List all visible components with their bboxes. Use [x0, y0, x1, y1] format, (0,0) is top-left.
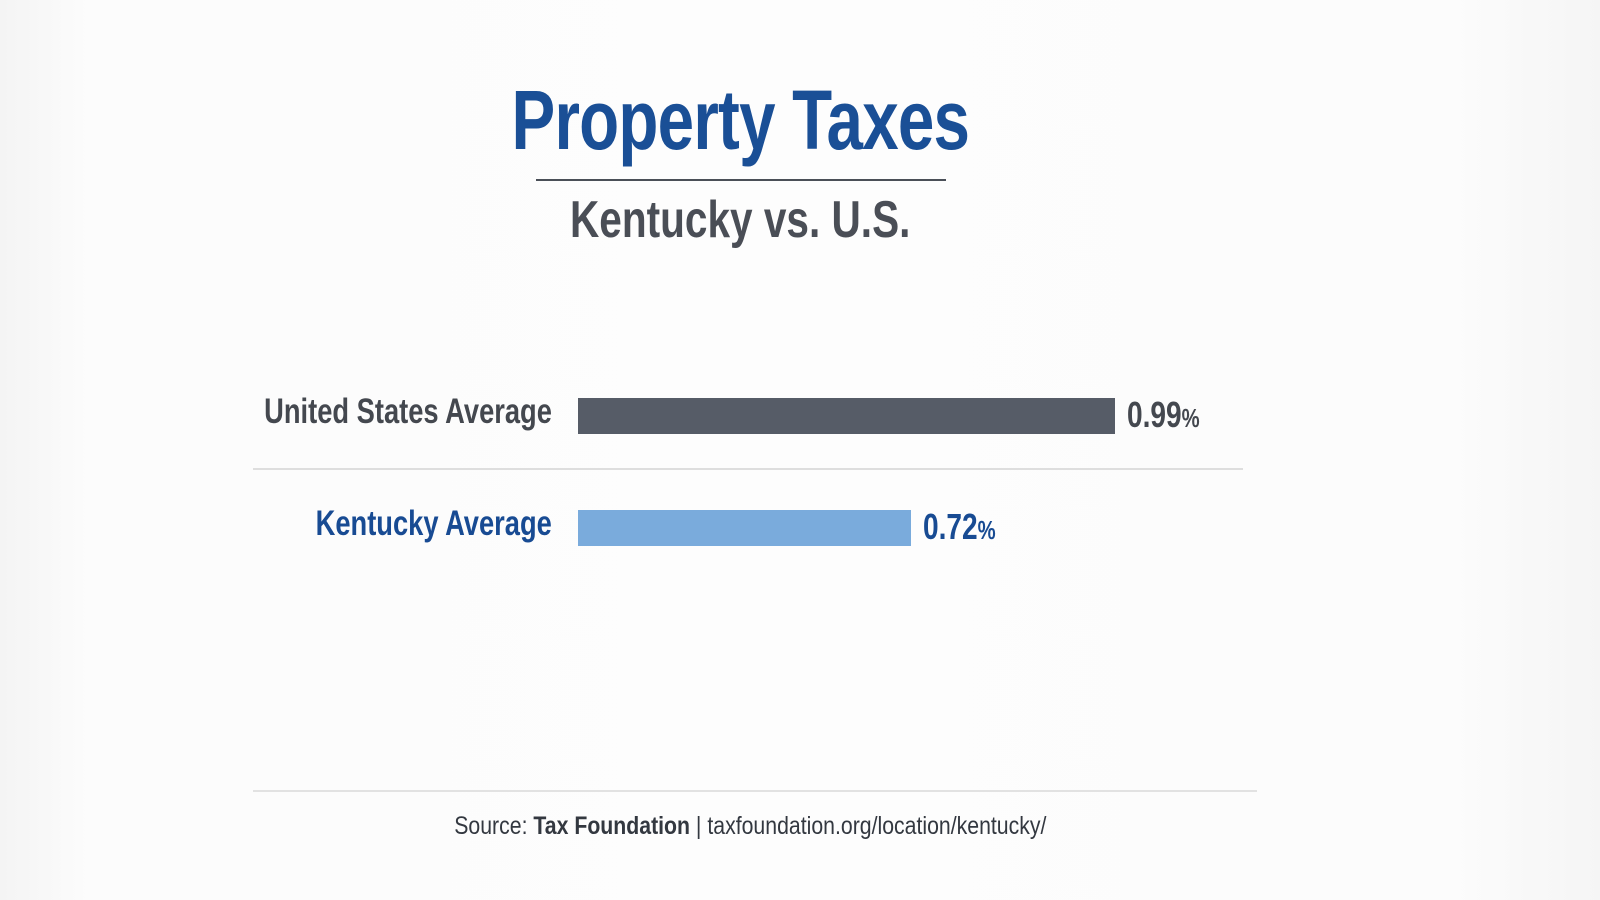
footer-divider	[253, 790, 1257, 792]
chart-title: Property Taxes	[511, 73, 969, 167]
source-separator: |	[695, 812, 702, 840]
category-label: United States Average	[264, 392, 552, 431]
data-label: 0.72%	[923, 506, 996, 547]
bar	[578, 398, 1116, 434]
chart-subtitle: Kentucky vs. U.S.	[569, 191, 911, 249]
data-label: 0.99%	[1127, 394, 1201, 435]
bar	[578, 510, 912, 546]
category-label: Kentucky Average	[315, 504, 552, 543]
source-note: Source: Tax Foundation | taxfoundation.o…	[400, 812, 1100, 841]
source-url: taxfoundation.org/location/kentucky/	[707, 812, 1047, 840]
source-name: Tax Foundation	[533, 812, 690, 840]
title-divider	[536, 179, 946, 181]
source-prefix: Source:	[453, 812, 528, 840]
row-divider	[253, 468, 1243, 470]
